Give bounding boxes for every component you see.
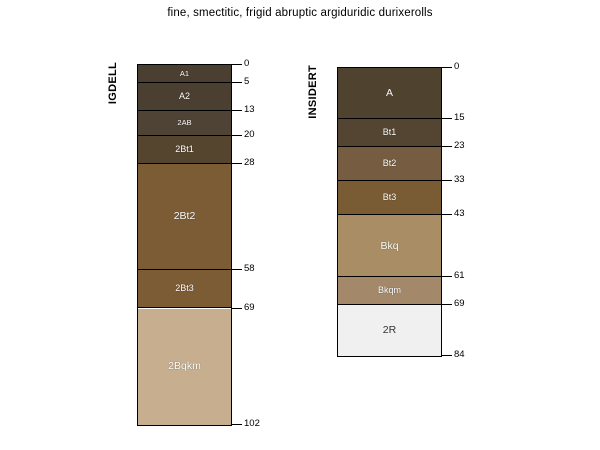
- depth-tick-label-igdell-102: 102: [244, 417, 260, 429]
- soil-horizon: 2Bt1: [138, 135, 231, 164]
- chart-title: fine, smectitic, frigid abruptic argidur…: [167, 7, 433, 19]
- depth-tick-label-insidert-33: 33: [454, 174, 465, 186]
- soil-horizon: Bkq: [338, 215, 441, 278]
- depth-tick: [231, 64, 242, 65]
- soil-horizon: A: [338, 68, 441, 120]
- soil-horizon: Bkqm: [338, 277, 441, 305]
- depth-tick-label-insidert-43: 43: [454, 208, 465, 220]
- soil-horizon-label: Bkq: [380, 239, 399, 252]
- depth-tick-label-igdell-0: 0: [244, 58, 250, 69]
- depth-tick-label-insidert-61: 61: [454, 270, 465, 282]
- depth-tick: [231, 109, 242, 111]
- depth-tick-label-insidert-69: 69: [454, 297, 465, 309]
- soil-horizon: 2Bt3: [138, 269, 231, 309]
- depth-tick-label-insidert-15: 15: [454, 112, 465, 124]
- depth-tick-label-igdell-58: 58: [244, 262, 255, 274]
- soil-horizon-label: Bt1: [382, 127, 397, 138]
- depth-tick: [441, 355, 452, 357]
- soil-horizon: Bt2: [338, 146, 441, 182]
- soil-horizon: Bt1: [338, 119, 441, 147]
- soil-horizon-label: A: [385, 86, 393, 99]
- soil-column-igdell: A1 A2 2AB 2Bt1 2Bt2 2Bt3 2Bqkm: [137, 64, 232, 426]
- depth-tick: [231, 81, 242, 83]
- soil-column-insidert: A Bt1 Bt2 Bt3 Bkq Bkqm 2R: [337, 67, 442, 358]
- depth-tick: [441, 118, 452, 120]
- depth-tick-label-igdell-5: 5: [244, 75, 250, 87]
- depth-tick-label-igdell-69: 69: [244, 301, 255, 313]
- depth-tick: [231, 162, 242, 164]
- depth-tick: [441, 180, 452, 182]
- depth-tick-label-igdell-20: 20: [244, 128, 255, 140]
- depth-tick: [231, 307, 242, 309]
- soil-horizon: 2Bqkm: [138, 308, 231, 425]
- depth-tick: [441, 303, 452, 305]
- depth-tick-label-insidert-0: 0: [454, 61, 460, 72]
- soil-horizon: 2Bt2: [138, 163, 231, 270]
- soil-horizon-label: Bt3: [382, 192, 397, 203]
- soil-horizon-label: 2Bt2: [173, 209, 196, 222]
- soil-horizon-label: 2AB: [177, 117, 192, 127]
- depth-tick: [441, 67, 452, 68]
- soil-horizon-label: 2Bt1: [175, 143, 194, 154]
- depth-tick-label-igdell-28: 28: [244, 156, 255, 168]
- soil-horizon: A2: [138, 82, 231, 111]
- soil-horizon-label: 2R: [382, 324, 397, 337]
- soil-horizon-label: 2Bqkm: [168, 360, 201, 373]
- soil-horizon-label: Bt2: [382, 158, 397, 168]
- soil-horizon-label: A2: [178, 90, 190, 101]
- depth-tick-label-insidert-23: 23: [454, 139, 465, 151]
- soil-horizon: 2AB: [138, 110, 231, 136]
- soil-horizon: A1: [138, 65, 231, 83]
- depth-tick: [231, 423, 242, 425]
- depth-tick: [441, 276, 452, 278]
- depth-tick: [231, 268, 242, 270]
- depth-tick-label-igdell-13: 13: [244, 103, 255, 115]
- soil-horizon: Bt3: [338, 181, 441, 216]
- depth-tick: [441, 145, 452, 147]
- depth-tick: [441, 214, 452, 216]
- depth-tick: [231, 134, 242, 136]
- soil-horizon-label: Bkqm: [377, 284, 401, 295]
- profile-axis-label-insidert: INSIDERT: [307, 65, 319, 119]
- soil-horizon: 2R: [338, 304, 441, 357]
- depth-tick-label-insidert-84: 84: [454, 349, 465, 361]
- soil-horizon-label: A1: [179, 68, 190, 78]
- profile-axis-label-igdell: IGDELL: [107, 62, 119, 105]
- soil-horizon-label: 2Bt3: [175, 283, 194, 294]
